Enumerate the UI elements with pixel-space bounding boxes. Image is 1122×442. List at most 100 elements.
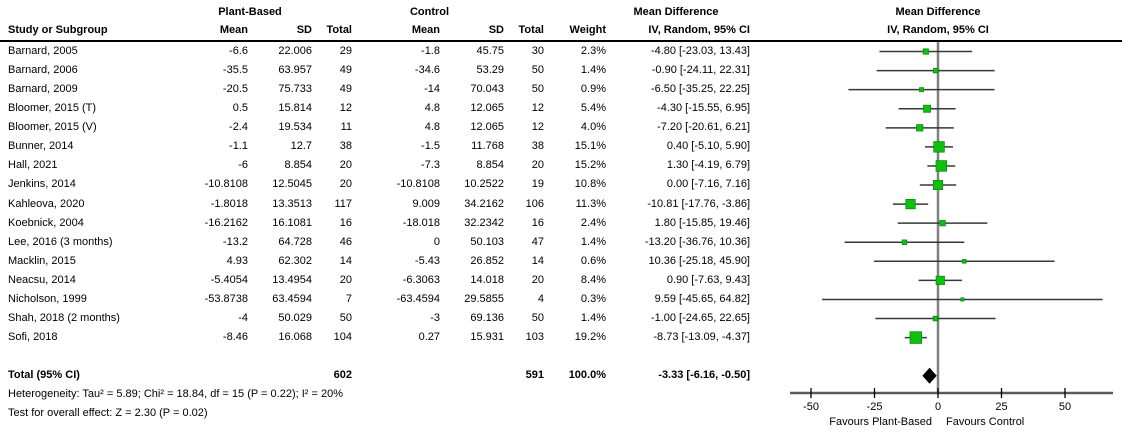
effect-marker [962, 259, 967, 264]
mean-difference-ci-cell: 1.80 [-15.85, 19.46] [654, 216, 750, 229]
control-total-cell: 19 [531, 178, 544, 191]
plant-sd-cell: 12.7 [290, 140, 312, 153]
weight-cell: 10.8% [574, 178, 606, 191]
control-mean-cell: 9.009 [412, 197, 440, 210]
plant-sd-cell: 63.4594 [272, 292, 312, 305]
control-mean-cell: -14 [424, 83, 440, 96]
weight-cell: 19.2% [574, 331, 606, 344]
effect-marker [932, 180, 944, 191]
mean-difference-ci-cell: -13.20 [-36.76, 10.36] [644, 235, 750, 248]
effect-marker [919, 87, 924, 93]
effect-marker [916, 124, 924, 132]
weight-cell: 0.9% [580, 83, 606, 96]
study-name-cell: Total (95% CI) [8, 369, 80, 382]
effect-marker [939, 220, 946, 227]
group-header-control: Control [409, 6, 450, 18]
axis-tick-label: -25 [867, 401, 883, 413]
plant-total-cell: 602 [333, 369, 352, 382]
control-total-cell: 38 [531, 140, 544, 153]
plant-total-cell: 20 [339, 159, 352, 172]
plant-mean-cell: -4 [238, 311, 248, 324]
favours-right-label: Favours Control [946, 416, 1025, 428]
plant-sd-cell: 64.728 [278, 235, 312, 248]
plant-total-cell: 12 [339, 102, 352, 115]
plant-total-cell: 46 [339, 235, 352, 248]
control-total-cell: 4 [537, 292, 544, 305]
plant-mean-cell: -8.46 [222, 331, 248, 344]
control-mean-cell: -63.4594 [396, 292, 440, 305]
study-name-cell: Koebnick, 2004 [8, 216, 84, 229]
effect-marker [905, 198, 916, 210]
mean-difference-ci-cell: -10.81 [-17.76, -3.86] [647, 197, 750, 210]
control-total-cell: 50 [531, 64, 544, 77]
control-total-cell: 20 [531, 159, 544, 172]
study-name-cell: Barnard, 2006 [8, 64, 78, 77]
plant-total-cell: 49 [339, 83, 352, 96]
mean-difference-ci-cell: -4.30 [-15.55, 6.95] [657, 102, 750, 115]
control-total-cell: 50 [531, 311, 544, 324]
table-row: Hall, 2021 -6 8.854 20 -7.3 8.854 20 15.2% 1.30 … [0, 156, 782, 175]
control-sd-cell: 29.5855 [464, 292, 504, 305]
control-mean-cell: -6.3063 [402, 273, 440, 286]
group-header-plant-based: Plant-Based [218, 6, 282, 18]
weight-cell: 1.4% [580, 311, 606, 324]
weight-cell: 0.6% [580, 254, 606, 267]
plant-mean-cell: -35.5 [222, 64, 248, 77]
table-row: Bunner, 2014 -1.1 12.7 38 -1.5 11.768 38 15.1% 0… [0, 137, 782, 156]
table-row: Neacsu, 2014 -5.4054 13.4954 20 -6.3063 14.01… [0, 271, 782, 290]
plant-total-cell: 50 [339, 311, 352, 324]
effect-marker [933, 141, 945, 153]
plant-sd-cell: 13.4954 [272, 273, 312, 286]
control-total-cell: 12 [531, 121, 544, 134]
control-sd-cell: 15.931 [470, 331, 504, 344]
control-total-cell: 591 [525, 369, 544, 382]
weight-cell: 2.3% [580, 45, 606, 57]
effect-marker [923, 104, 932, 113]
control-mean-cell: 4.8 [424, 102, 440, 115]
heterogeneity-stats: Heterogeneity: Tau² = 5.89; Chi² = 18.84… [8, 388, 343, 400]
effect-marker [909, 331, 923, 344]
plant-mean-cell: -10.8108 [204, 178, 248, 191]
plant-sd-cell: 62.302 [278, 254, 312, 267]
mean-difference-ci-cell: -3.33 [-6.16, -0.50] [658, 369, 750, 382]
weight-cell: 8.4% [580, 273, 606, 286]
study-name-cell: Bloomer, 2015 (T) [8, 102, 97, 115]
effect-marker [960, 297, 965, 302]
column-header-plant-sd: SD [296, 24, 312, 36]
plant-sd-cell: 75.733 [278, 83, 312, 96]
weight-cell: 2.4% [580, 216, 606, 229]
mean-difference-ci-cell: -8.73 [-13.09, -4.37] [653, 331, 750, 344]
plant-total-cell: 38 [339, 140, 352, 153]
study-name-cell: Barnard, 2009 [8, 83, 78, 96]
study-name-cell: Shah, 2018 (2 months) [8, 311, 120, 324]
study-name-cell: Hall, 2021 [8, 159, 58, 172]
axis-tick-label: 0 [935, 401, 941, 413]
mean-difference-ci-cell: -7.20 [-20.61, 6.21] [657, 121, 750, 134]
weight-cell: 15.1% [574, 140, 606, 153]
weight-cell: 4.0% [580, 121, 606, 134]
study-name-cell: Jenkins, 2014 [8, 178, 76, 191]
plant-sd-cell: 15.814 [278, 102, 312, 115]
table-row: Jenkins, 2014 -10.8108 12.5045 20 -10.8108 10… [0, 175, 782, 194]
weight-cell: 1.4% [580, 235, 606, 248]
plant-mean-cell: -13.2 [222, 235, 248, 248]
control-total-cell: 50 [531, 83, 544, 96]
control-sd-cell: 11.768 [471, 140, 504, 153]
effect-marker [932, 315, 939, 322]
mean-difference-ci-cell: 0.40 [-5.10, 5.90] [666, 140, 750, 153]
weight-cell: 100.0% [568, 369, 606, 382]
table-row: Shah, 2018 (2 months) -4 50.029 50 -3 69.136 5… [0, 309, 782, 328]
plant-mean-cell: -6 [238, 159, 248, 172]
axis-tick-label: 50 [1059, 401, 1071, 413]
plant-mean-cell: -20.5 [222, 83, 248, 96]
effect-marker [935, 275, 945, 285]
table-row: Bloomer, 2015 (V) -2.4 19.534 11 4.8 12.065 12… [0, 118, 782, 137]
plant-total-cell: 20 [339, 178, 352, 191]
plant-sd-cell: 13.3513 [272, 197, 312, 210]
control-total-cell: 16 [531, 216, 544, 229]
plot-header-iv-random-ci: IV, Random, 95% CI [887, 24, 989, 36]
table-row: Koebnick, 2004 -16.2162 16.1081 16 -18.018 32… [0, 214, 782, 233]
weight-cell: 11.3% [575, 197, 606, 210]
pooled-diamond [922, 367, 937, 384]
